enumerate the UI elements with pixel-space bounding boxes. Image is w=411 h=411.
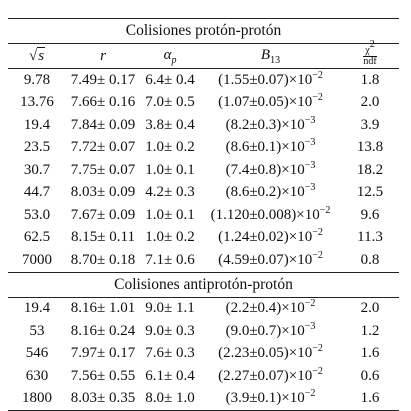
pp-table-body: 9.78 7.49± 0.17 6.4± 0.4 (1.55±0.07)×10−2 1.… (8, 68, 399, 273)
cell-chi2-ndf: 1.6 (341, 387, 399, 411)
cell-r: 7.84± 0.09 (70, 116, 136, 133)
cell-r: 8.03± 0.35 (66, 387, 140, 411)
table-row: 546 7.97± 0.17 7.6± 0.3 (2.23±0.05)×10−2 1.6 (8, 343, 399, 366)
table-row: 630 7.56± 0.55 6.1± 0.4 (2.27±0.07)×10−2 0.6 (8, 365, 399, 388)
cell-b13: (1.120±0.008)×10−2 (210, 204, 331, 223)
cell-sqrt-s: 630 (25, 367, 49, 384)
cell-r: 8.70± 0.18 (70, 251, 136, 268)
cell-sqrt-s: 62.5 (23, 229, 51, 246)
cell-r: 7.56± 0.55 (70, 367, 136, 384)
cell-alpha: 8.0± 1.0 (140, 387, 200, 411)
table-row: 13.76 7.66± 0.16 7.0± 0.5 (1.07±0.05)×10−2 2… (8, 92, 399, 115)
cell-r: 7.97± 0.17 (70, 345, 136, 362)
cell-b13: (1.24±0.02)×10−2 (218, 227, 323, 246)
cell-sqrt-s: 30.7 (23, 161, 51, 178)
cell-r: 7.49± 0.17 (66, 68, 140, 92)
table-row: 23.5 7.72± 0.07 1.0± 0.2 (8.6±0.1)×10−3 13.8 (8, 137, 399, 160)
cell-sqrt-s: 53 (29, 322, 45, 339)
cell-r: 8.15± 0.11 (71, 229, 135, 246)
cell-alpha: 3.8± 0.4 (145, 116, 195, 133)
cell-r: 7.67± 0.09 (70, 206, 136, 223)
cell-r: 7.72± 0.07 (70, 139, 136, 156)
cell-chi2-ndf: 1.6 (360, 345, 380, 362)
cell-chi2-ndf: 3.9 (360, 116, 380, 133)
cell-chi2-ndf: 18.2 (356, 161, 384, 178)
cell-chi2-ndf: 9.6 (360, 206, 380, 223)
cell-chi2-ndf: 11.3 (357, 229, 383, 246)
cell-b13: (7.4±0.8)×10−3 (225, 159, 316, 178)
cell-b13: (8.6±0.2)×10−3 (225, 182, 316, 201)
cell-b13: (1.55±0.07)×10−2 (200, 68, 341, 92)
cell-b13: (9.0±0.7)×10−3 (225, 320, 316, 339)
ppbar-table-body: 19.4 8.16± 1.01 9.0± 1.1 (2.2±0.4)×10−2 2.0 5… (8, 296, 399, 411)
cell-alpha: 4.2± 0.3 (145, 184, 195, 201)
column-header-row: √s r αp B13 χ2 ndf (8, 40, 399, 69)
cell-sqrt-s: 546 (25, 345, 49, 362)
table-row: 44.7 8.03± 0.09 4.2± 0.3 (8.6±0.2)×10−3 12.5 (8, 182, 399, 205)
cell-alpha: 6.1± 0.4 (145, 367, 195, 384)
cell-alpha: 7.1± 0.6 (145, 251, 195, 268)
cell-b13: (8.2±0.3)×10−3 (225, 114, 316, 133)
cell-chi2-ndf: 0.6 (360, 367, 380, 384)
cell-b13: (2.27±0.07)×10−2 (218, 365, 323, 384)
cell-chi2-ndf: 0.8 (360, 251, 380, 268)
cell-sqrt-s: 1800 (8, 387, 66, 411)
cell-alpha: 7.0± 0.5 (145, 94, 195, 111)
cell-r: 8.16± 0.24 (70, 322, 136, 339)
header-chi2-ndf: χ2 ndf (341, 40, 399, 69)
section-header-ppbar: Colisiones antiprotón-protón (8, 271, 399, 297)
cell-sqrt-s: 9.78 (8, 68, 66, 92)
results-table-container: Colisiones protón-protón √s r αp B13 χ2 … (8, 18, 399, 411)
table-row: 7000 8.70± 0.18 7.1± 0.6 (4.59±0.07)×10−2 0.… (8, 249, 399, 272)
cell-alpha: 9.0± 1.1 (140, 296, 200, 320)
cell-r: 8.16± 1.01 (66, 296, 140, 320)
cell-alpha: 1.0± 0.1 (145, 206, 195, 223)
cell-b13: (3.9±0.1)×10−2 (200, 387, 341, 411)
cell-alpha: 9.0± 0.3 (145, 322, 195, 339)
header-b13: B13 (200, 43, 341, 69)
cell-chi2-ndf: 2.0 (360, 94, 380, 111)
cell-chi2-ndf: 2.0 (341, 296, 399, 320)
cell-chi2-ndf: 1.2 (360, 322, 380, 339)
cell-alpha: 1.0± 0.1 (145, 161, 195, 178)
table-row: 62.5 8.15± 0.11 1.0± 0.2 (1.24±0.02)×10−2 11… (8, 227, 399, 250)
cell-sqrt-s: 19.4 (23, 116, 51, 133)
cell-sqrt-s: 13.76 (20, 94, 54, 111)
cell-chi2-ndf: 12.5 (356, 184, 384, 201)
table-row: 19.4 8.16± 1.01 9.0± 1.1 (2.2±0.4)×10−2 2.0 (8, 296, 399, 320)
cell-sqrt-s: 44.7 (23, 184, 51, 201)
cell-sqrt-s: 53.0 (23, 206, 51, 223)
cell-sqrt-s: 7000 (22, 251, 52, 268)
cell-b13: (2.23±0.05)×10−2 (218, 343, 323, 362)
section-header-pp: Colisiones protón-protón (8, 18, 399, 44)
cell-r: 7.66± 0.16 (70, 94, 136, 111)
cell-alpha: 7.6± 0.3 (145, 345, 195, 362)
cell-b13: (1.07±0.05)×10−2 (218, 92, 323, 111)
cell-chi2-ndf: 13.8 (356, 139, 384, 156)
section-title-pp: Colisiones protón-protón (8, 18, 399, 44)
results-table: Colisiones protón-protón √s r αp B13 χ2 … (8, 18, 399, 411)
cell-sqrt-s: 19.4 (8, 296, 66, 320)
table-row: 1800 8.03± 0.35 8.0± 1.0 (3.9±0.1)×10−2 1.6 (8, 387, 399, 411)
cell-r: 7.75± 0.07 (70, 161, 136, 178)
table-row: 53.0 7.67± 0.09 1.0± 0.1 (1.120±0.008)×10−2… (8, 204, 399, 227)
cell-alpha: 1.0± 0.2 (145, 229, 195, 246)
cell-alpha: 1.0± 0.2 (145, 139, 195, 156)
section-title-ppbar: Colisiones antiprotón-protón (8, 271, 399, 297)
table-row: 53 8.16± 0.24 9.0± 0.3 (9.0±0.7)×10−3 1.2 (8, 320, 399, 343)
table-row: 19.4 7.84± 0.09 3.8± 0.4 (8.2±0.3)×10−3 3.9 (8, 114, 399, 137)
cell-b13: (4.59±0.07)×10−2 (218, 249, 323, 268)
cell-sqrt-s: 23.5 (23, 139, 51, 156)
table-row: 30.7 7.75± 0.07 1.0± 0.1 (7.4±0.8)×10−3 18.2 (8, 159, 399, 182)
header-sqrt-s: √s (8, 43, 66, 69)
header-alpha: αp (140, 43, 200, 69)
table-row: 9.78 7.49± 0.17 6.4± 0.4 (1.55±0.07)×10−2 1.… (8, 68, 399, 92)
cell-r: 8.03± 0.09 (70, 184, 136, 201)
cell-b13: (2.2±0.4)×10−2 (200, 296, 341, 320)
cell-b13: (8.6±0.1)×10−3 (225, 137, 316, 156)
cell-chi2-ndf: 1.8 (341, 68, 399, 92)
header-r: r (66, 43, 140, 69)
cell-alpha: 6.4± 0.4 (140, 68, 200, 92)
